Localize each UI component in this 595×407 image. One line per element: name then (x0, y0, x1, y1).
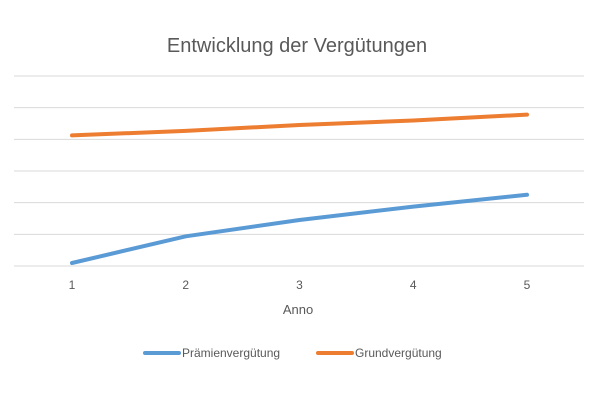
chart-title: Entwicklung der Vergütungen (167, 35, 427, 57)
legend: Prämienvergütung Grundvergütung (143, 346, 442, 360)
legend-label-2: Grundvergütung (355, 346, 442, 360)
gridlines (14, 75, 584, 267)
series-line-2 (70, 112, 529, 138)
x-tick-label: 3 (296, 278, 303, 292)
x-tick-label: 1 (69, 278, 76, 292)
x-tick-label: 5 (524, 278, 531, 292)
x-axis-title: Anno (283, 302, 313, 317)
legend-label-1: Prämienvergütung (182, 346, 280, 360)
x-tick-label: 2 (182, 278, 189, 292)
x-tick-label: 4 (410, 278, 417, 292)
series-line-1 (70, 192, 529, 265)
x-axis-ticks: 1 2 3 4 5 (69, 278, 531, 292)
series-lines (70, 112, 529, 265)
